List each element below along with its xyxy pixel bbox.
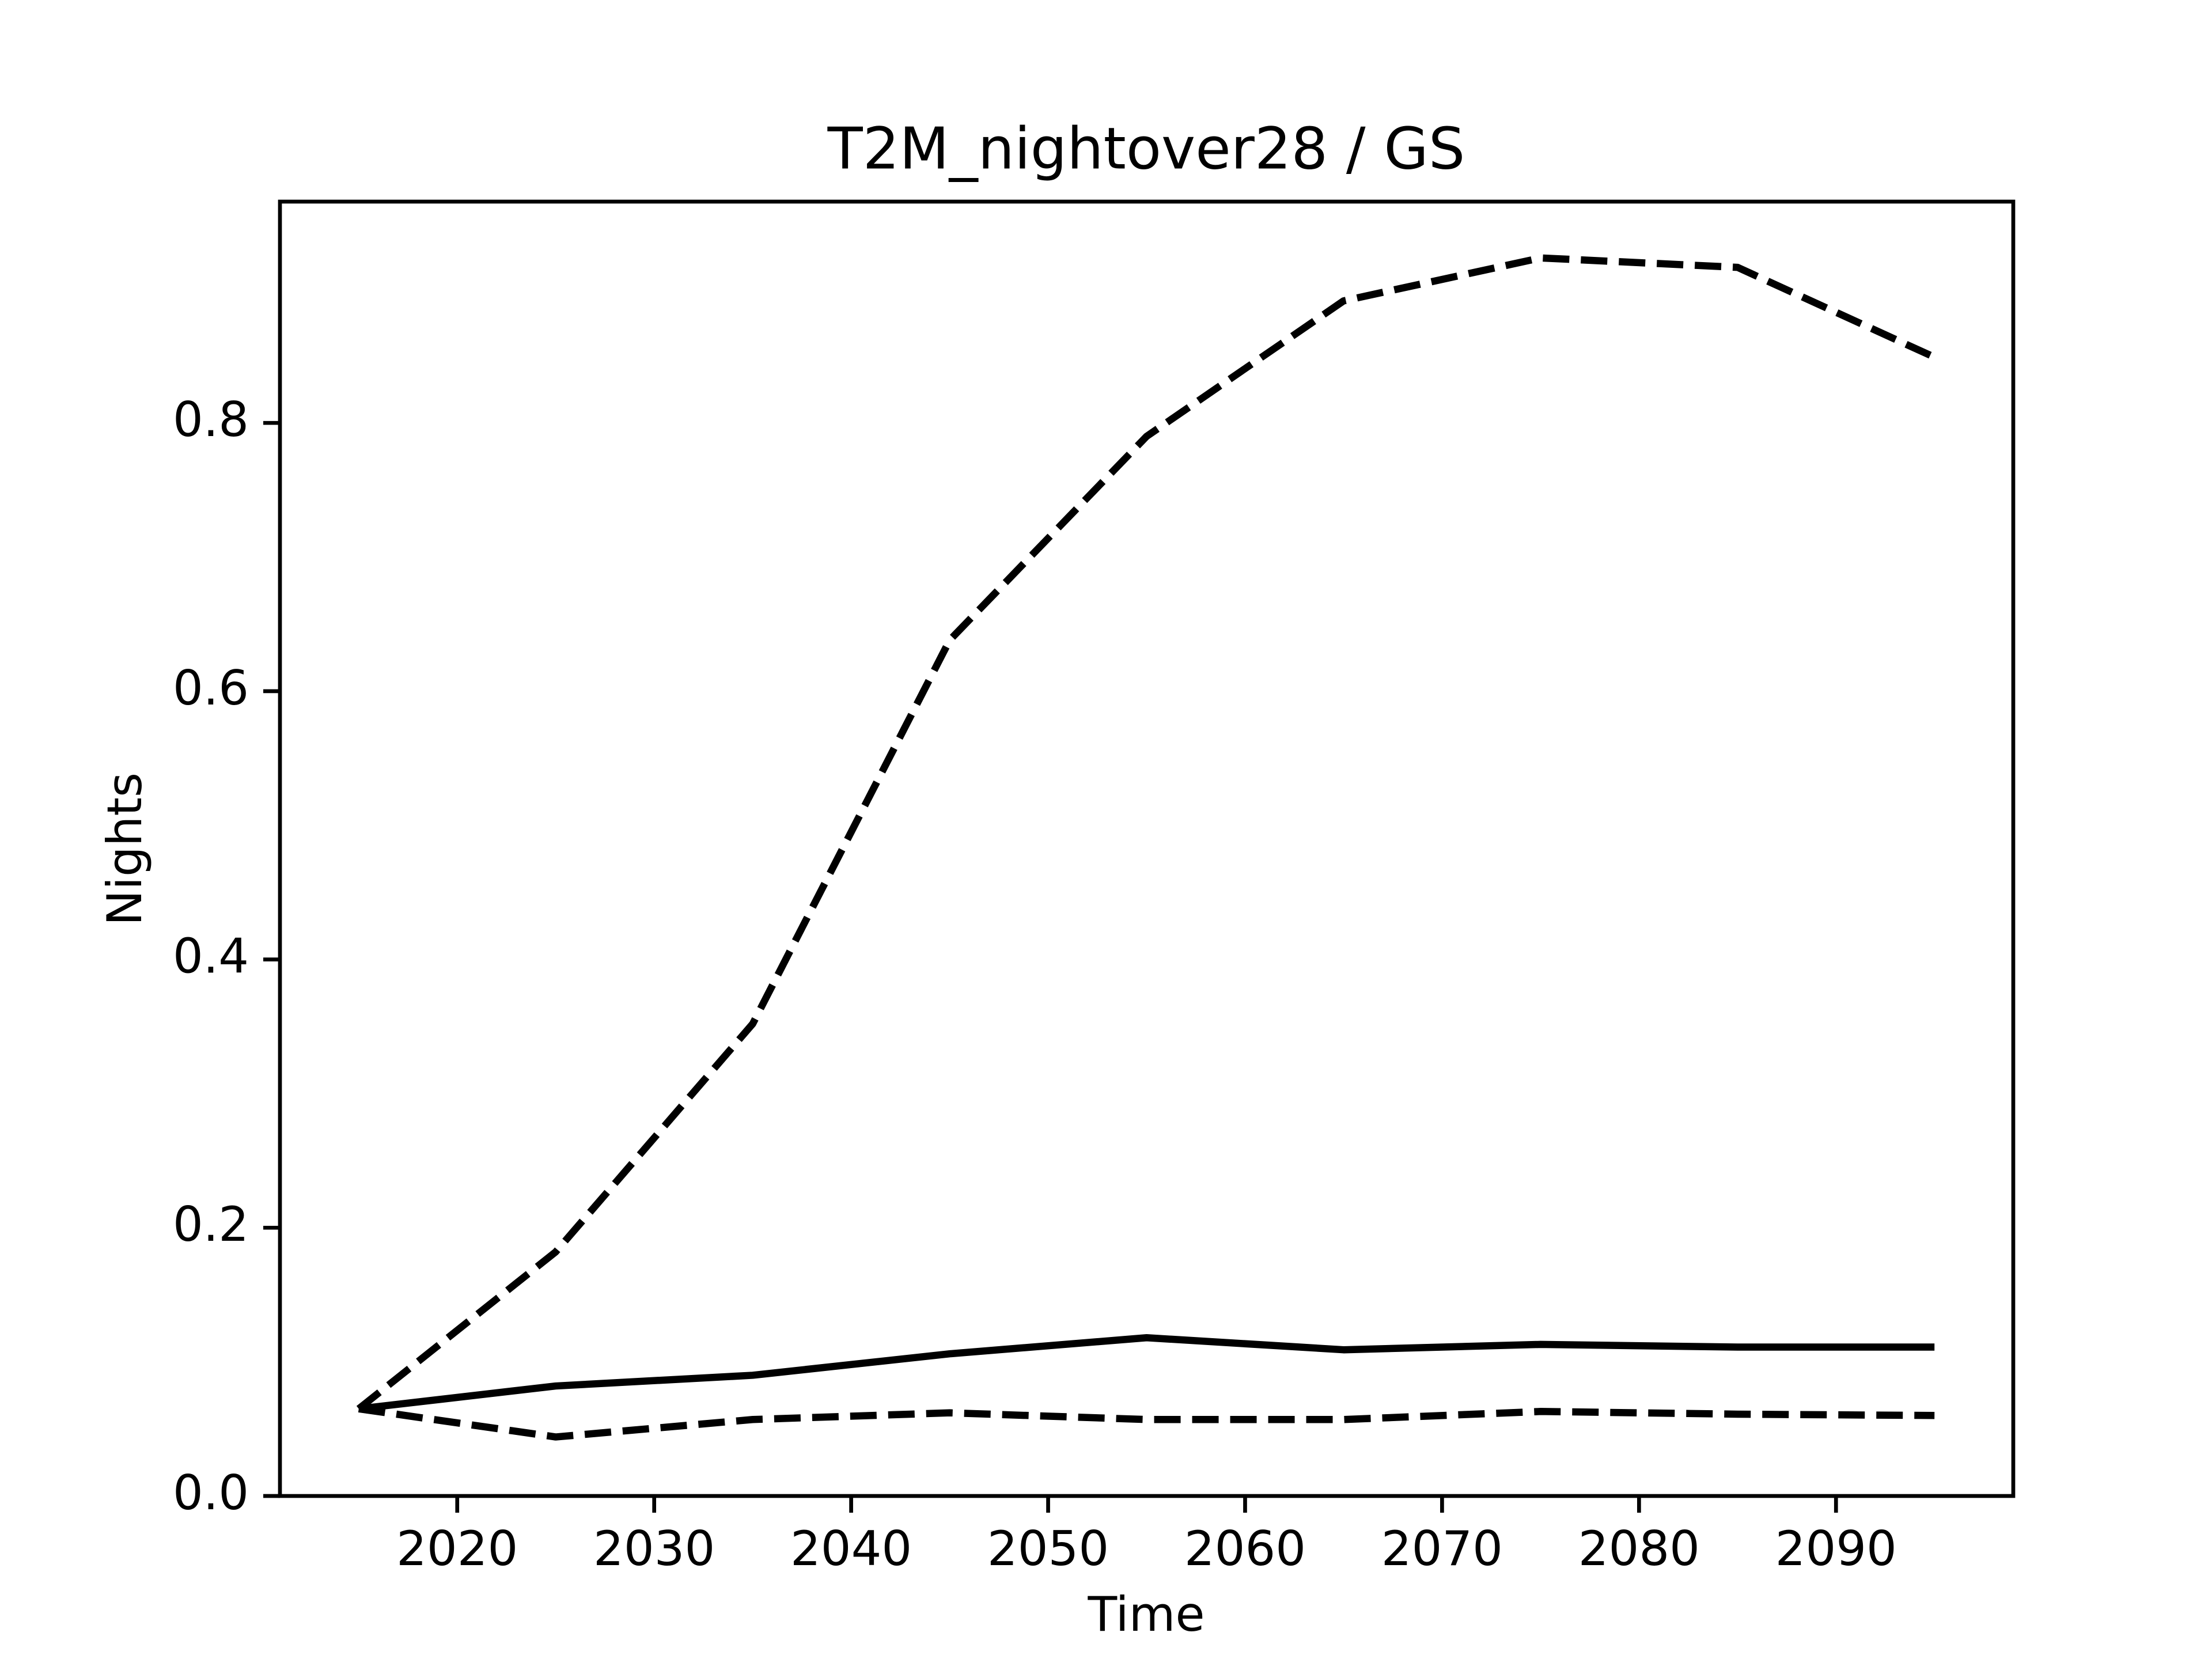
x-tick-label: 2040 (790, 1521, 912, 1577)
x-tick-label: 2070 (1381, 1521, 1503, 1577)
x-tick-label: 2090 (1775, 1521, 1897, 1577)
y-tick-label: 0.2 (173, 1196, 249, 1252)
y-tick-label: 0.0 (173, 1465, 249, 1521)
x-tick-label: 2050 (987, 1521, 1109, 1577)
y-tick-label: 0.4 (173, 929, 249, 984)
series-line (358, 1405, 1935, 1441)
y-axis-label: Nights (97, 772, 153, 926)
series-line (356, 254, 1936, 1412)
x-tick-label: 2060 (1184, 1521, 1306, 1577)
chart-title: T2M_nightover28 / GS (827, 115, 1465, 182)
y-tick-label: 0.6 (173, 660, 249, 716)
plot-frame (278, 199, 2016, 1498)
x-tick-label: 2030 (593, 1521, 715, 1577)
x-tick-label: 2080 (1578, 1521, 1700, 1577)
x-tick-label: 2020 (396, 1521, 518, 1577)
series-line (358, 1334, 1935, 1412)
x-axis-label: Time (1087, 1586, 1205, 1642)
y-tick-label: 0.8 (173, 392, 249, 448)
